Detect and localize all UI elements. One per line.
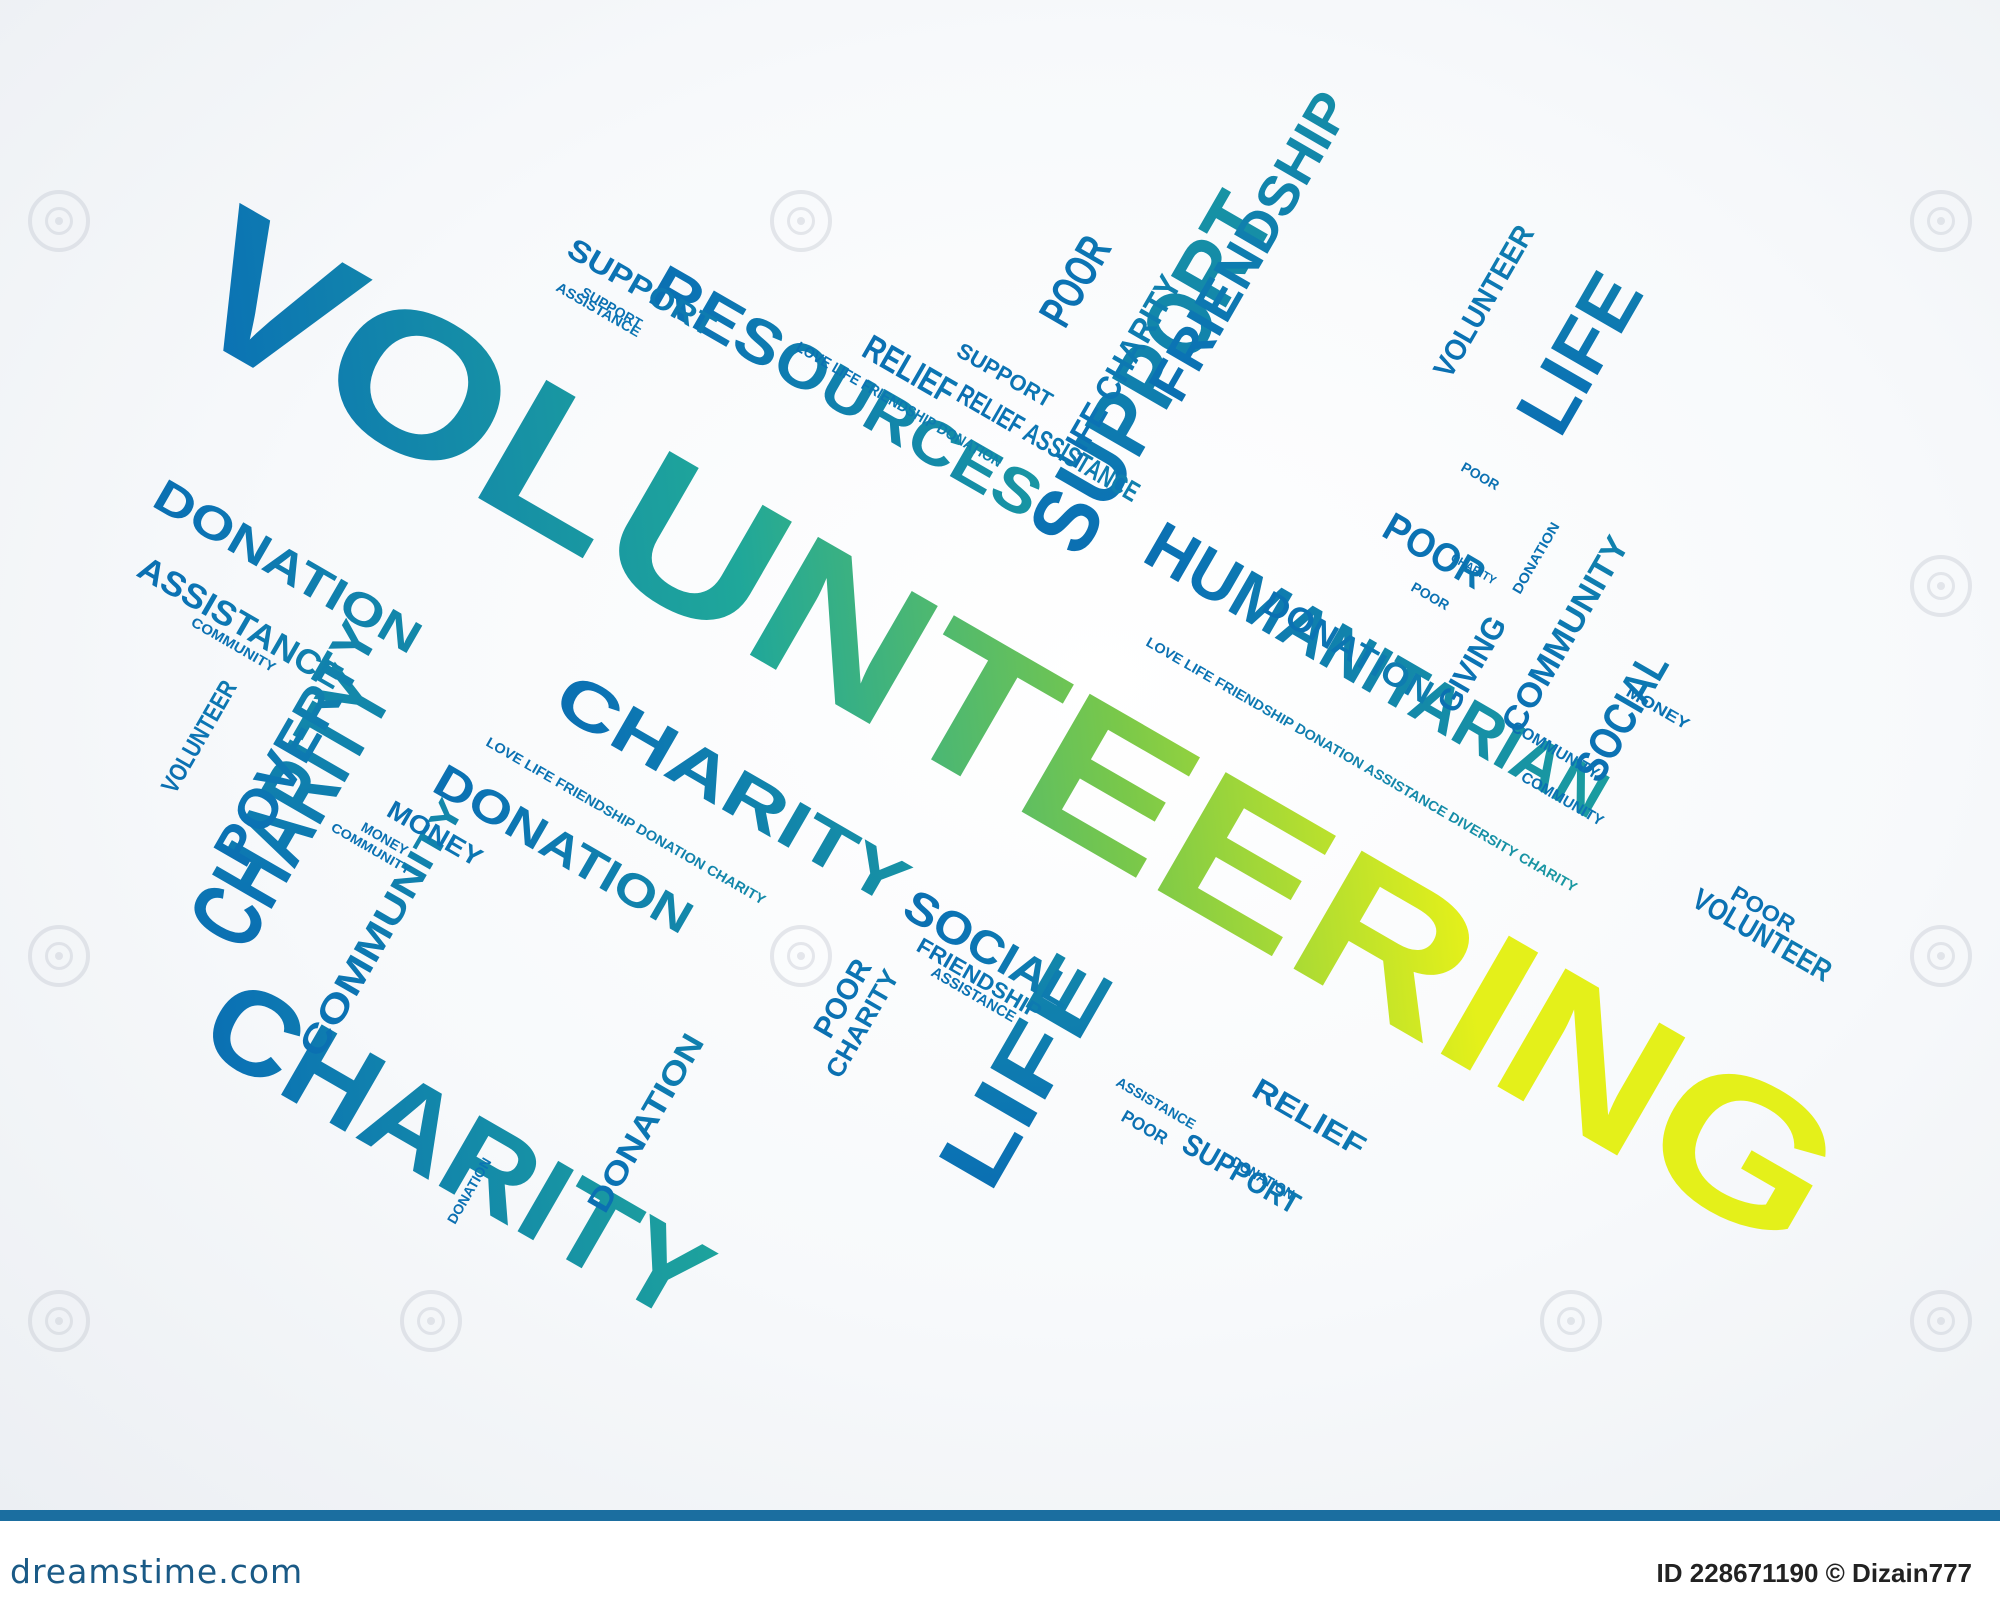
word-poor-tiny-right: POOR <box>1409 579 1453 613</box>
brand-logo-text: dreamstime.com <box>10 1552 304 1591</box>
word-volunteer-left: VOLUNTEER <box>156 676 243 798</box>
word-donation-tiny-right: DONATION <box>1509 519 1563 596</box>
image-credit: ID 228671190 © Dizain777 <box>1656 1558 1972 1588</box>
word-cloud: VOLUNTEERING CHARITY CHARITY SUPPORT HUM… <box>131 81 1879 1348</box>
footer-bar: dreamstime.com ID 228671190 © Dizain777 <box>0 1510 2000 1623</box>
watermark-spiral-icon <box>1910 190 1972 252</box>
footer-band <box>0 1510 2000 1521</box>
watermark-spiral-icon <box>28 925 90 987</box>
watermark-spiral-icon <box>1540 1290 1602 1352</box>
watermark-spiral-icon <box>770 925 832 987</box>
watermark-spiral-icon <box>1910 925 1972 987</box>
word-poor-right: POOR <box>1376 505 1493 598</box>
watermark-spiral-icon <box>770 190 832 252</box>
word-poor-tiny-top: POOR <box>1459 459 1503 493</box>
word-relief-bottom: RELIEF <box>1247 1072 1372 1163</box>
watermark-spiral-icon <box>28 1290 90 1352</box>
word-poor-top: POOR <box>1029 227 1122 335</box>
watermark-spiral-icon <box>28 190 90 252</box>
watermark-spiral-icon <box>1910 555 1972 617</box>
word-life-yellow: LIFE <box>1499 257 1660 448</box>
watermark-spiral-icon <box>400 1290 462 1352</box>
word-cloud-image: VOLUNTEERING CHARITY CHARITY SUPPORT HUM… <box>0 0 2000 1510</box>
watermark-spiral-icon <box>1910 1290 1972 1352</box>
